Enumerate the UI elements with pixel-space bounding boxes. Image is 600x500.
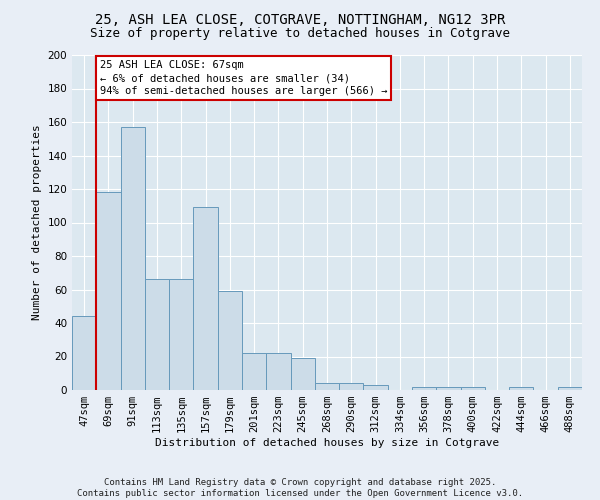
Bar — [218, 291, 242, 390]
Bar — [266, 353, 290, 390]
Y-axis label: Number of detached properties: Number of detached properties — [32, 124, 42, 320]
Bar — [364, 385, 388, 390]
Bar — [96, 192, 121, 390]
Bar — [509, 386, 533, 390]
Bar — [315, 384, 339, 390]
Bar — [121, 127, 145, 390]
Bar — [436, 386, 461, 390]
X-axis label: Distribution of detached houses by size in Cotgrave: Distribution of detached houses by size … — [155, 438, 499, 448]
Bar — [193, 208, 218, 390]
Text: Size of property relative to detached houses in Cotgrave: Size of property relative to detached ho… — [90, 28, 510, 40]
Bar — [169, 280, 193, 390]
Bar — [290, 358, 315, 390]
Text: Contains HM Land Registry data © Crown copyright and database right 2025.
Contai: Contains HM Land Registry data © Crown c… — [77, 478, 523, 498]
Bar — [339, 384, 364, 390]
Text: 25, ASH LEA CLOSE, COTGRAVE, NOTTINGHAM, NG12 3PR: 25, ASH LEA CLOSE, COTGRAVE, NOTTINGHAM,… — [95, 12, 505, 26]
Bar — [72, 316, 96, 390]
Bar — [242, 353, 266, 390]
Bar — [412, 386, 436, 390]
Bar — [145, 280, 169, 390]
Bar — [558, 386, 582, 390]
Bar — [461, 386, 485, 390]
Text: 25 ASH LEA CLOSE: 67sqm
← 6% of detached houses are smaller (34)
94% of semi-det: 25 ASH LEA CLOSE: 67sqm ← 6% of detached… — [100, 60, 388, 96]
